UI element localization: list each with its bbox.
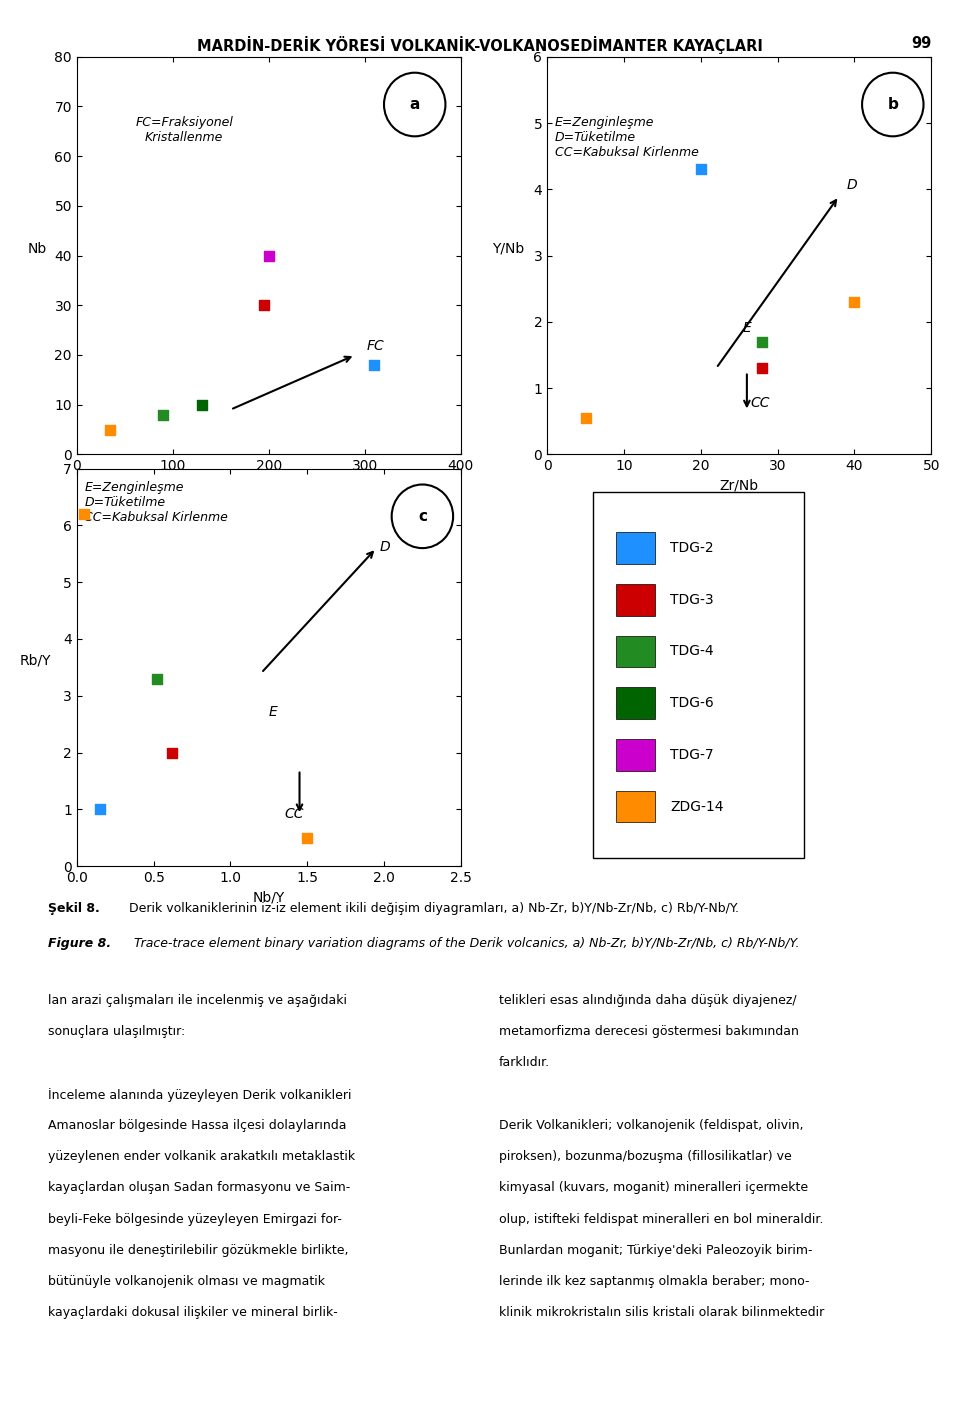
Text: Bunlardan moganit; Türkiye'deki Paleozoyik birim-: Bunlardan moganit; Türkiye'deki Paleozoy… [499,1244,813,1257]
Y-axis label: Y/Nb: Y/Nb [492,241,524,256]
Text: TDG-3: TDG-3 [670,592,713,606]
Text: Figure 8.: Figure 8. [48,937,111,950]
Text: 99: 99 [911,36,931,51]
Text: beyli-Feke bölgesinde yüzeyleyen Emirgazi for-: beyli-Feke bölgesinde yüzeyleyen Emirgaz… [48,1213,342,1225]
Point [847,291,862,314]
Text: telikleri esas alındığında daha düşük diyajenez/: telikleri esas alındığında daha düşük di… [499,994,797,1007]
Text: bütünüyle volkanojenik olması ve magmatik: bütünüyle volkanojenik olması ve magmati… [48,1275,325,1288]
Point [755,331,770,354]
Text: E=Zenginleşme
D=Tüketilme
CC=Kabuksal Kirlenme: E=Zenginleşme D=Tüketilme CC=Kabuksal Ki… [555,116,699,159]
Text: E: E [269,704,277,719]
Text: E: E [743,321,752,335]
Text: klinik mikrokristalın silis kristali olarak bilinmektedir: klinik mikrokristalın silis kristali ola… [499,1306,825,1319]
Point [693,158,708,180]
Bar [616,532,655,564]
Point [164,741,180,764]
X-axis label: Zr: Zr [261,479,276,493]
Text: TDG-6: TDG-6 [670,696,714,710]
Text: TDG-4: TDG-4 [670,645,713,659]
Y-axis label: Rb/Y: Rb/Y [19,653,51,667]
Text: TDG-2: TDG-2 [670,541,713,555]
Point [77,503,92,525]
Point [194,393,209,416]
Text: Amanoslar bölgesinde Hassa ilçesi dolaylarında: Amanoslar bölgesinde Hassa ilçesi dolayl… [48,1119,347,1132]
X-axis label: Zr/Nb: Zr/Nb [720,479,758,493]
Text: lan arazi çalışmaları ile incelenmiş ve aşağıdaki: lan arazi çalışmaları ile incelenmiş ve … [48,994,347,1007]
Text: kimyasal (kuvars, moganit) mineralleri içermekte: kimyasal (kuvars, moganit) mineralleri i… [499,1181,808,1194]
Text: a: a [410,97,420,112]
Text: c: c [418,508,427,524]
Text: ZDG-14: ZDG-14 [670,799,724,814]
Text: lerinde ilk kez saptanmış olmakla beraber; mono-: lerinde ilk kez saptanmış olmakla berabe… [499,1275,809,1288]
Point [103,417,118,440]
Text: İnceleme alanında yüzeyleyen Derik volkanikleri: İnceleme alanında yüzeyleyen Derik volka… [48,1088,351,1102]
Text: kayaçlardan oluşan Sadan formasyonu ve Saim-: kayaçlardan oluşan Sadan formasyonu ve S… [48,1181,350,1194]
Text: FC: FC [367,339,384,354]
Text: TDG-7: TDG-7 [670,748,713,763]
Text: MARDİN-DERİK YÖRESİ VOLKANİK-VOLKANOSEDİMANTER KAYAÇLARI: MARDİN-DERİK YÖRESİ VOLKANİK-VOLKANOSEDİ… [197,36,763,54]
Text: sonuçlara ulaşılmıştır:: sonuçlara ulaşılmıştır: [48,1025,185,1038]
Text: Trace-trace element binary variation diagrams of the Derik volcanics, a) Nb-Zr, : Trace-trace element binary variation dia… [130,937,799,950]
Point [256,294,272,317]
X-axis label: Nb/Y: Nb/Y [252,890,285,905]
Bar [616,738,655,771]
Text: piroksen), bozunma/bozuşma (fillosilikatlar) ve: piroksen), bozunma/bozuşma (fillosilikat… [499,1150,792,1163]
Text: Derik Volkanikleri; volkanojenik (feldispat, olivin,: Derik Volkanikleri; volkanojenik (feldis… [499,1119,804,1132]
Bar [616,636,655,667]
Text: metamorfizma derecesi göstermesi bakımından: metamorfizma derecesi göstermesi bakımın… [499,1025,799,1038]
Point [156,403,171,426]
Bar [616,687,655,719]
Text: D: D [847,179,857,192]
Bar [616,791,655,822]
Point [367,354,382,376]
Point [92,798,108,821]
Point [755,356,770,379]
Text: yüzeylenen ender volkanik arakatkılı metaklastik: yüzeylenen ender volkanik arakatkılı met… [48,1150,355,1163]
Text: E=Zenginleşme
D=Tüketilme
CC=Kabuksal Kirlenme: E=Zenginleşme D=Tüketilme CC=Kabuksal Ki… [84,480,228,524]
Text: CC: CC [284,807,303,821]
Point [261,244,276,267]
Text: masyonu ile deneştirilebilir gözükmekle birlikte,: masyonu ile deneştirilebilir gözükmekle … [48,1244,348,1257]
Text: Şekil 8.: Şekil 8. [48,902,100,914]
Text: farklıdır.: farklıdır. [499,1056,550,1069]
Bar [616,584,655,616]
Text: b: b [887,97,899,112]
Text: Derik volkaniklerinin iz-iz element ikili değişim diyagramları, a) Nb-Zr, b)Y/Nb: Derik volkaniklerinin iz-iz element ikil… [125,902,739,914]
Point [300,826,315,849]
Text: olup, istifteki feldispat mineralleri en bol mineraldir.: olup, istifteki feldispat mineralleri en… [499,1213,824,1225]
Text: FC=Fraksiyonel
Kristallenme: FC=Fraksiyonel Kristallenme [135,116,233,145]
Point [578,406,593,429]
Y-axis label: Nb: Nb [28,241,47,256]
Point [149,667,164,690]
Text: kayaçlardaki dokusal ilişkiler ve mineral birlik-: kayaçlardaki dokusal ilişkiler ve minera… [48,1306,338,1319]
Text: CC: CC [751,396,770,410]
Text: D: D [379,540,390,554]
